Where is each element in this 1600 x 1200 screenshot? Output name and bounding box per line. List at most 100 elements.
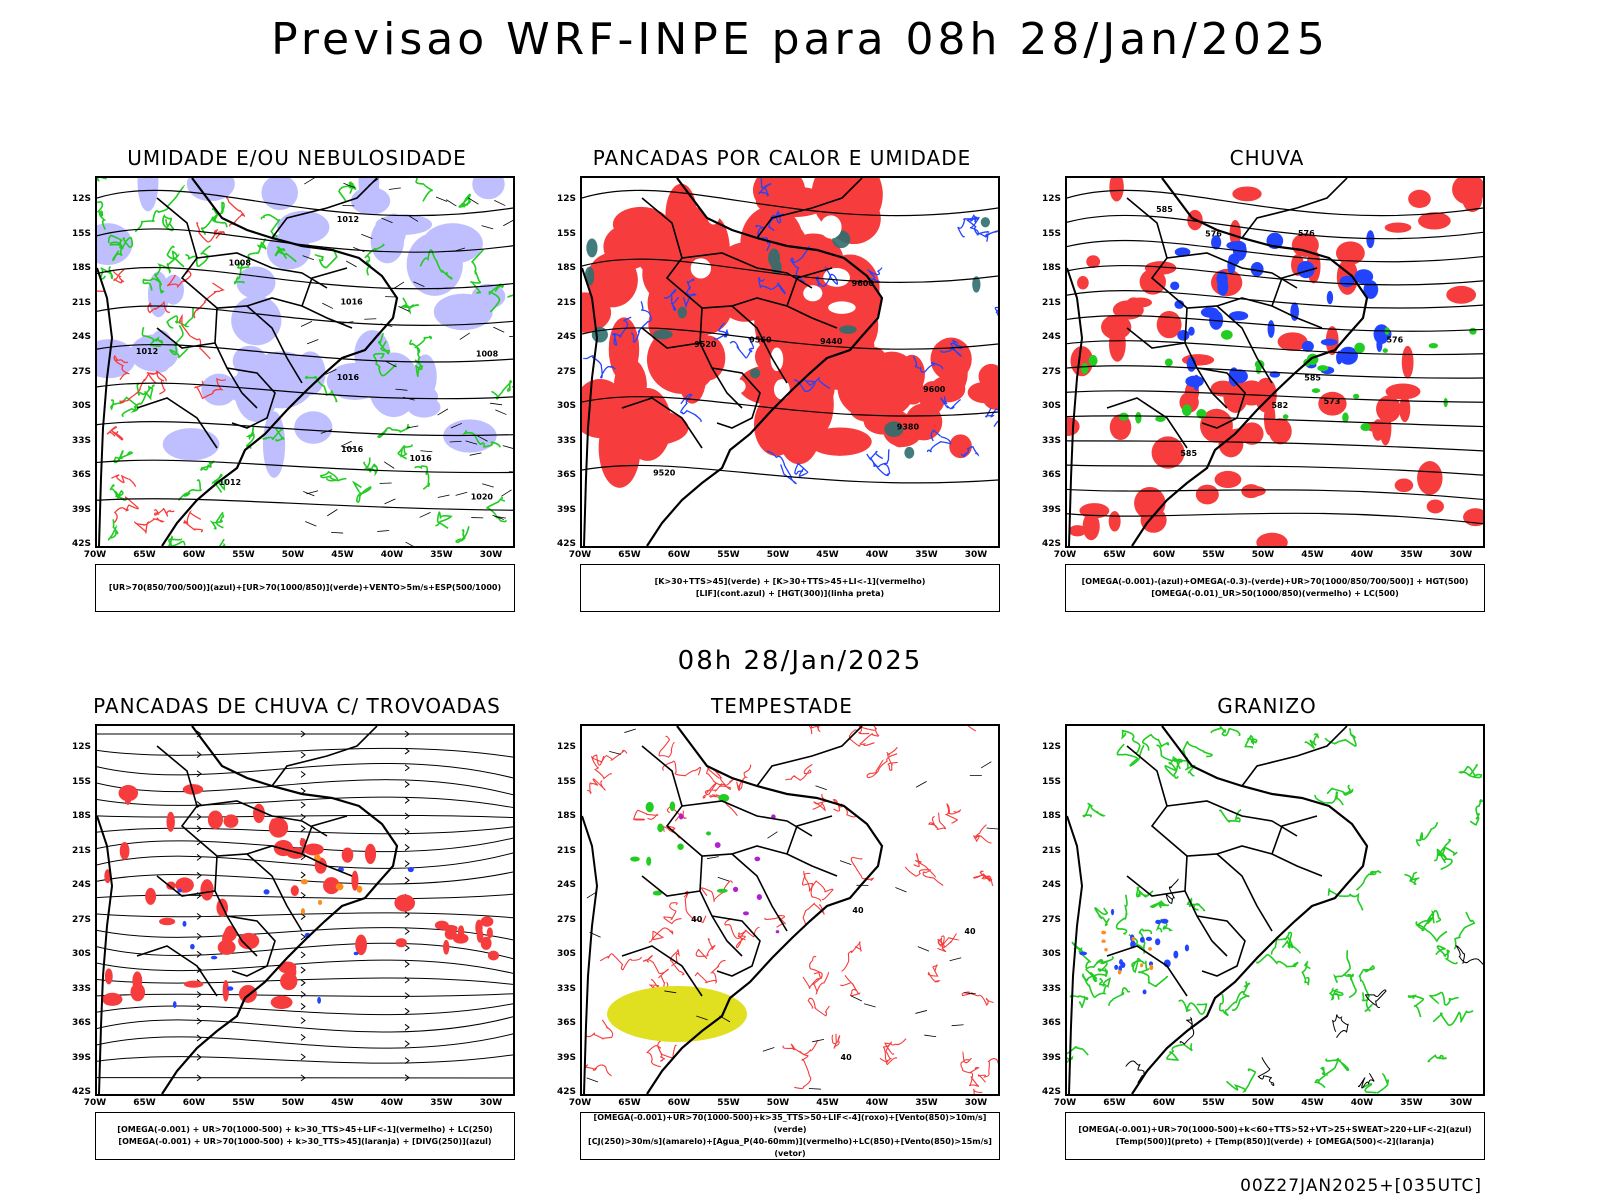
field-blob — [582, 379, 626, 436]
streamline — [97, 871, 513, 885]
flow-arrow — [404, 1007, 410, 1015]
wind-vector — [895, 887, 907, 893]
state-border — [1271, 267, 1318, 307]
contour-line — [663, 288, 680, 311]
contour-label: 1016 — [409, 454, 432, 463]
humidity-green-contours — [97, 178, 513, 546]
contour-label: 9600 — [923, 385, 946, 394]
wind-vector — [503, 219, 513, 227]
field-blob — [351, 870, 359, 891]
contour-line — [808, 726, 821, 735]
field-blob — [104, 968, 113, 985]
legend-box: [OMEGA(-0.001)+UR>70(1000-500)+k<60+TTS>… — [1065, 1112, 1485, 1160]
precipitable-water-contours — [584, 726, 998, 1094]
contour-line — [314, 248, 338, 269]
wind-vector — [609, 750, 621, 755]
streamline — [97, 852, 513, 869]
contour-line — [1457, 763, 1483, 779]
contour-line — [162, 213, 174, 232]
streamline — [97, 814, 513, 819]
latitude-label: 42S — [1041, 539, 1061, 549]
field-blob — [1282, 414, 1289, 420]
contour-line — [812, 971, 829, 995]
field-blob — [1301, 340, 1314, 352]
latitude-label: 42S — [556, 539, 576, 549]
state-border — [1271, 815, 1318, 855]
streamline — [97, 1003, 513, 1016]
wind-vector — [449, 440, 462, 443]
wind-vector — [388, 187, 401, 190]
contour-line — [146, 370, 167, 395]
streamline — [97, 959, 513, 974]
contour-line — [113, 354, 130, 381]
contour-line — [766, 450, 797, 485]
field-blob — [262, 411, 286, 478]
field-blob — [224, 371, 291, 405]
field-blob — [1408, 189, 1431, 208]
red-dashed-contours — [97, 196, 246, 534]
field-blob — [871, 351, 913, 385]
map-area — [1065, 724, 1485, 1096]
flow-arrow — [300, 951, 306, 959]
contour-line — [1436, 838, 1458, 858]
contour-line — [415, 178, 434, 202]
wind-vector — [468, 197, 479, 205]
contour-line — [680, 393, 702, 423]
longitude-label: 55W — [1202, 550, 1225, 560]
contour-line — [419, 249, 453, 280]
contour-line — [1256, 953, 1299, 968]
streamline — [97, 1054, 513, 1064]
isoline — [97, 305, 513, 326]
state-border — [1106, 397, 1188, 449]
latitude-label: 24S — [71, 332, 91, 342]
contour-line — [663, 825, 681, 839]
field-blob — [1174, 300, 1185, 309]
contour-line — [591, 755, 612, 780]
contour-line — [630, 301, 652, 343]
contour-label: 9440 — [820, 337, 843, 346]
contour-line — [648, 927, 674, 943]
wind-vector — [435, 196, 448, 202]
wind-vector — [453, 247, 466, 252]
wind-vector — [980, 761, 992, 769]
latitude-label: 42S — [1041, 1087, 1061, 1097]
isoline — [1067, 415, 1483, 428]
field-blob — [773, 379, 790, 400]
field-blob — [1394, 478, 1414, 493]
contour-line — [803, 870, 834, 901]
latitude-label: 21S — [1041, 845, 1061, 856]
state-border — [1126, 875, 1186, 897]
streamline — [97, 1033, 513, 1049]
legend-line: [OMEGA(-0.01)_UR>50(1000/850)(vermelho) … — [1151, 589, 1399, 598]
panel-trovoadas: PANCADAS DE CHUVA C/ TROVOADAS [OMEGA(-0… — [57, 694, 537, 1164]
legend-line: [K>30+TTS>45](verde) + [K>30+TTS>45+LI<-… — [654, 577, 926, 586]
wind-vector — [808, 1088, 821, 1090]
contour-label: 573 — [1324, 397, 1341, 406]
field-blob — [190, 943, 195, 950]
state-border — [301, 267, 348, 307]
contour-line — [758, 178, 772, 197]
longitude-label: 50W — [281, 550, 305, 560]
isoline — [582, 464, 998, 484]
field-blob — [980, 217, 990, 228]
field-blob — [227, 986, 234, 991]
legend-line: [OMEGA(-0.001) + UR>70(1000-500) + k>30_… — [118, 1137, 492, 1146]
hail-blue-field — [1079, 908, 1190, 995]
flow-arrow — [404, 1057, 410, 1064]
isoline — [97, 382, 513, 400]
field-blob — [678, 348, 707, 404]
wind-vector — [481, 225, 494, 230]
field-blob — [186, 178, 235, 202]
field-blob — [353, 951, 359, 956]
field-blob — [1250, 262, 1264, 277]
flow-arrow — [196, 950, 202, 958]
field-blob — [1164, 358, 1173, 367]
field-blob — [1238, 380, 1266, 406]
field-blob — [1101, 930, 1107, 935]
contour-line — [585, 1019, 614, 1040]
wind-vector — [343, 182, 355, 188]
wind-vector — [420, 450, 433, 453]
field-blob — [1244, 485, 1266, 497]
contour-label: 582 — [1271, 401, 1288, 410]
field-blob — [487, 950, 499, 961]
